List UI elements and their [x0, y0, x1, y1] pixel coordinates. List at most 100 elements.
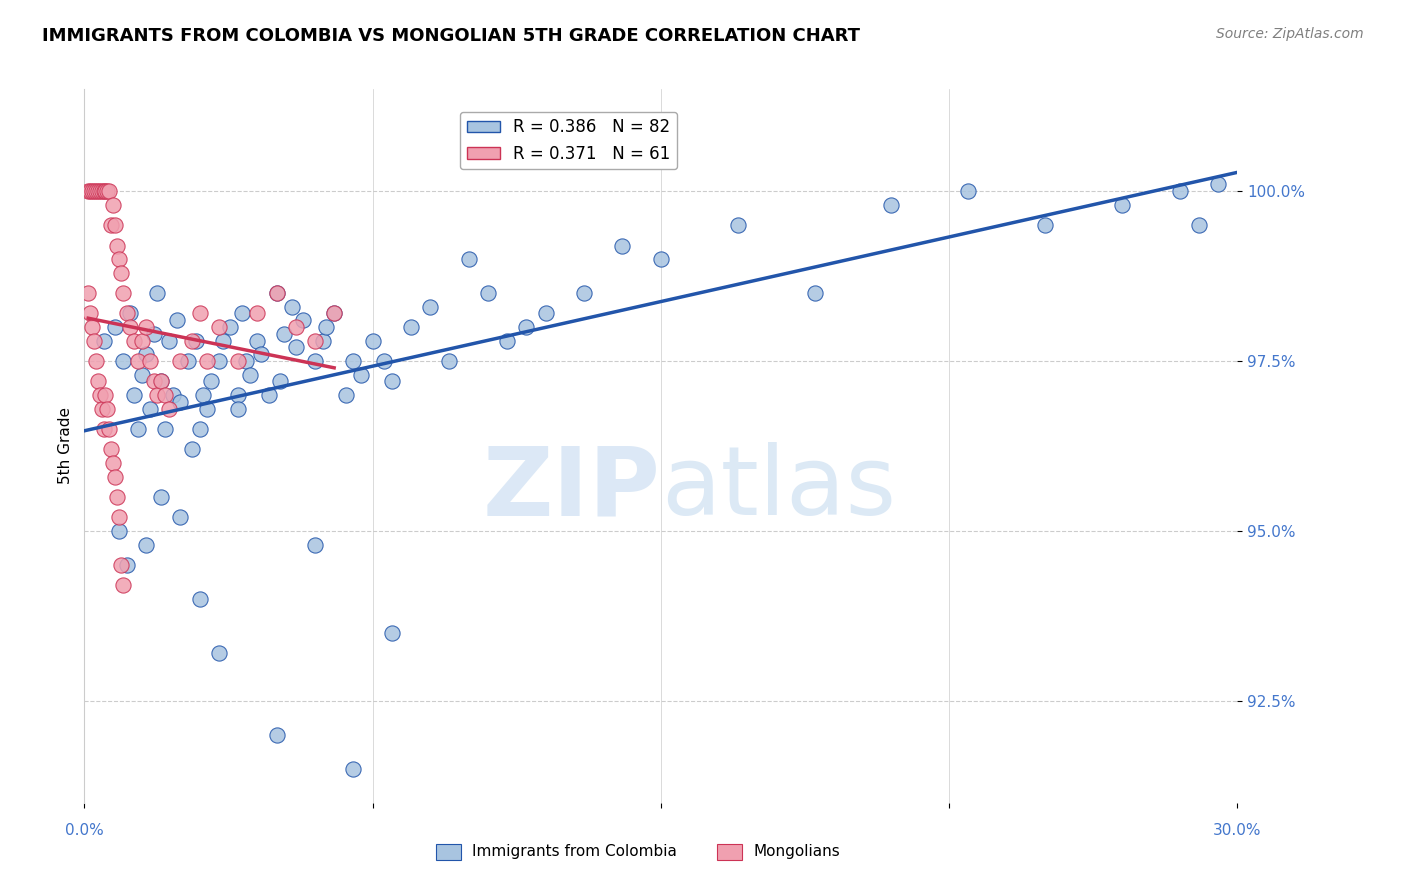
Point [131, 368, 153, 382]
Point [142, 375, 165, 389]
Point [457, 252, 479, 266]
Point [98, 184, 121, 198]
Point [146, 286, 169, 301]
Point [266, 286, 288, 301]
Point [124, 334, 146, 348]
Point [177, 354, 200, 368]
Point [880, 198, 903, 212]
Point [323, 306, 346, 320]
Point [131, 334, 153, 348]
Point [257, 388, 280, 402]
Point [181, 334, 204, 348]
Point [108, 252, 131, 266]
Point [219, 320, 242, 334]
Point [281, 300, 304, 314]
Point [381, 626, 404, 640]
Point [188, 306, 211, 320]
Point [304, 354, 326, 368]
Point [100, 442, 122, 457]
Point [1111, 198, 1133, 212]
Point [195, 401, 218, 416]
Point [110, 558, 132, 572]
Text: Source: ZipAtlas.com: Source: ZipAtlas.com [1216, 27, 1364, 41]
Point [188, 591, 211, 606]
Point [120, 306, 142, 320]
Point [93, 422, 115, 436]
Point [292, 313, 315, 327]
Point [100, 218, 122, 232]
Point [110, 266, 132, 280]
Point [150, 375, 173, 389]
Point [135, 537, 157, 551]
Point [311, 334, 333, 348]
Point [250, 347, 273, 361]
Point [120, 320, 142, 334]
Point [162, 388, 184, 402]
Point [103, 198, 124, 212]
Point [284, 341, 307, 355]
Point [166, 313, 188, 327]
Point [304, 334, 326, 348]
Point [496, 334, 519, 348]
Point [115, 306, 138, 320]
Point [138, 401, 160, 416]
Point [477, 286, 499, 301]
Y-axis label: 5th Grade: 5th Grade [58, 408, 73, 484]
Point [84, 354, 107, 368]
Point [650, 252, 672, 266]
Point [98, 422, 121, 436]
Point [127, 422, 149, 436]
Point [103, 456, 124, 470]
Point [87, 184, 110, 198]
Point [957, 184, 980, 198]
Text: Immigrants from Colombia: Immigrants from Colombia [472, 845, 678, 859]
Point [1033, 218, 1056, 232]
Point [1206, 178, 1229, 192]
Point [266, 728, 288, 742]
Point [96, 401, 118, 416]
Point [304, 537, 326, 551]
Text: 0.0%: 0.0% [65, 823, 104, 838]
Point [399, 320, 422, 334]
Point [727, 218, 749, 232]
Point [342, 762, 364, 776]
Text: ZIP: ZIP [482, 442, 661, 535]
Point [80, 184, 103, 198]
Point [89, 184, 111, 198]
Point [235, 354, 257, 368]
Point [534, 306, 557, 320]
Point [94, 184, 117, 198]
Text: atlas: atlas [661, 442, 896, 535]
Point [381, 375, 404, 389]
Point [439, 354, 461, 368]
Point [169, 394, 191, 409]
Point [153, 388, 176, 402]
Point [1188, 218, 1211, 232]
Point [111, 578, 134, 592]
Point [150, 375, 173, 389]
Point [226, 388, 249, 402]
Point [80, 320, 103, 334]
Point [104, 218, 127, 232]
Point [323, 306, 346, 320]
Point [169, 510, 191, 524]
Point [111, 354, 134, 368]
Point [104, 469, 127, 483]
Point [138, 354, 160, 368]
Point [146, 388, 169, 402]
Point [419, 300, 441, 314]
Point [79, 184, 101, 198]
Point [79, 306, 101, 320]
Text: IMMIGRANTS FROM COLOMBIA VS MONGOLIAN 5TH GRADE CORRELATION CHART: IMMIGRANTS FROM COLOMBIA VS MONGOLIAN 5T… [42, 27, 860, 45]
Point [87, 375, 110, 389]
Point [273, 326, 295, 341]
Point [90, 401, 112, 416]
Point [239, 368, 262, 382]
Point [135, 320, 157, 334]
Point [208, 354, 231, 368]
Point [226, 401, 249, 416]
Point [115, 558, 138, 572]
Point [124, 388, 146, 402]
Point [284, 320, 307, 334]
Point [108, 510, 131, 524]
